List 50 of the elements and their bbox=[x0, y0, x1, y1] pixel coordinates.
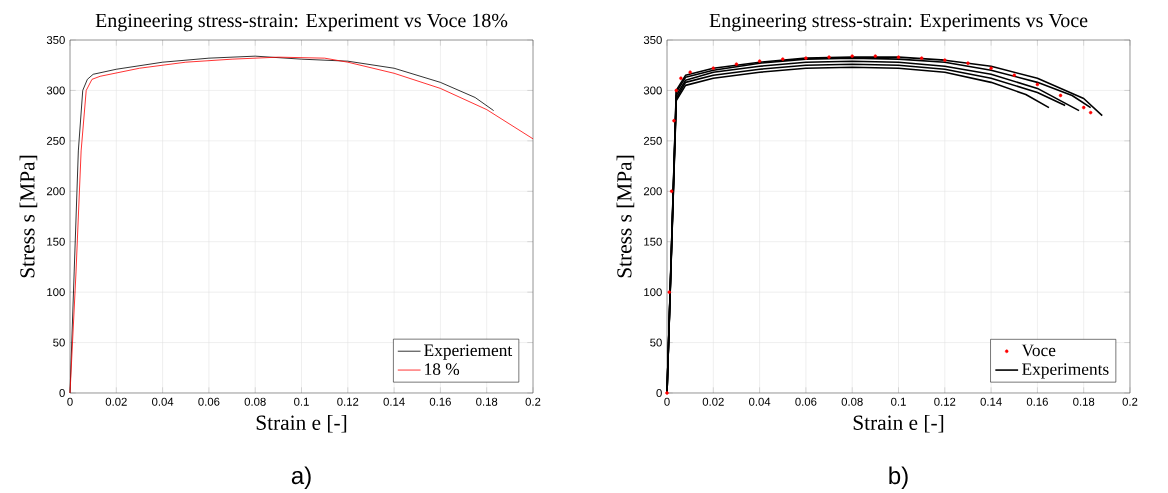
x-tick-label: 0.08 bbox=[244, 397, 266, 406]
y-axis-title: Stress s [MPa] bbox=[616, 155, 635, 278]
x-tick-label: 0.04 bbox=[152, 397, 174, 406]
legend-label: Voce bbox=[1021, 344, 1056, 357]
legend-label: Experiement bbox=[424, 344, 513, 360]
x-tick-label: 0.2 bbox=[525, 397, 541, 406]
y-tick-label: 300 bbox=[46, 86, 65, 95]
x-tick-label: 0 bbox=[664, 397, 670, 406]
x-tick-label: 0.12 bbox=[934, 397, 956, 406]
x-tick-label: 0.16 bbox=[1026, 397, 1048, 406]
y-tick-label: 50 bbox=[53, 338, 65, 347]
x-tick-label: 0.16 bbox=[429, 397, 451, 406]
x-tick-label: 0.12 bbox=[337, 397, 359, 406]
x-tick-label: 0 bbox=[67, 397, 73, 406]
x-tick-label: 0.06 bbox=[795, 397, 817, 406]
x-tick-label: 0.2 bbox=[1122, 397, 1138, 406]
y-tick-label: 250 bbox=[46, 136, 65, 145]
y-tick-label: 350 bbox=[643, 35, 662, 44]
x-tick-label: 0.08 bbox=[841, 397, 863, 406]
x-tick-label: 0.02 bbox=[105, 397, 127, 406]
x-axis-title: Strain e [-] bbox=[256, 414, 347, 433]
chart-title: Engineering stress-strain: Experiment vs Voce 18% bbox=[95, 13, 508, 32]
y-tick-label: 200 bbox=[643, 187, 662, 196]
y-tick-label: 300 bbox=[643, 86, 662, 95]
y-tick-label: 250 bbox=[643, 136, 662, 145]
x-tick-label: 0.06 bbox=[198, 397, 220, 406]
x-tick-label: 0.1 bbox=[891, 397, 906, 406]
x-tick-label: 0.14 bbox=[980, 397, 1002, 406]
y-axis-title: Stress s [MPa] bbox=[19, 155, 38, 278]
x-tick-label: 0.1 bbox=[294, 397, 309, 406]
y-tick-label: 150 bbox=[47, 237, 65, 246]
x-tick-label: 0.18 bbox=[476, 397, 498, 406]
x-tick-label: 0.18 bbox=[1073, 397, 1095, 406]
x-axis-title: Strain e [-] bbox=[853, 414, 944, 433]
y-tick-label: 0 bbox=[59, 388, 65, 397]
y-tick-label: 100 bbox=[47, 287, 65, 296]
legend-label: Experiments bbox=[1022, 363, 1109, 379]
text: b) bbox=[889, 466, 908, 489]
y-tick-label: 350 bbox=[46, 35, 65, 44]
x-tick-label: 0.02 bbox=[702, 397, 724, 406]
x-tick-label: 0.14 bbox=[383, 397, 405, 406]
y-tick-label: 50 bbox=[650, 338, 662, 347]
legend-label: 18 % bbox=[425, 363, 460, 375]
x-tick-label: 0.04 bbox=[749, 397, 771, 406]
y-tick-label: 200 bbox=[46, 187, 65, 196]
chart-title: Engineering stress-strain: Experiments vs Voce bbox=[709, 13, 1088, 32]
y-tick-label: 150 bbox=[644, 237, 662, 246]
y-tick-label: 0 bbox=[656, 388, 662, 397]
text: a) bbox=[291, 466, 311, 489]
y-tick-label: 100 bbox=[644, 287, 662, 296]
